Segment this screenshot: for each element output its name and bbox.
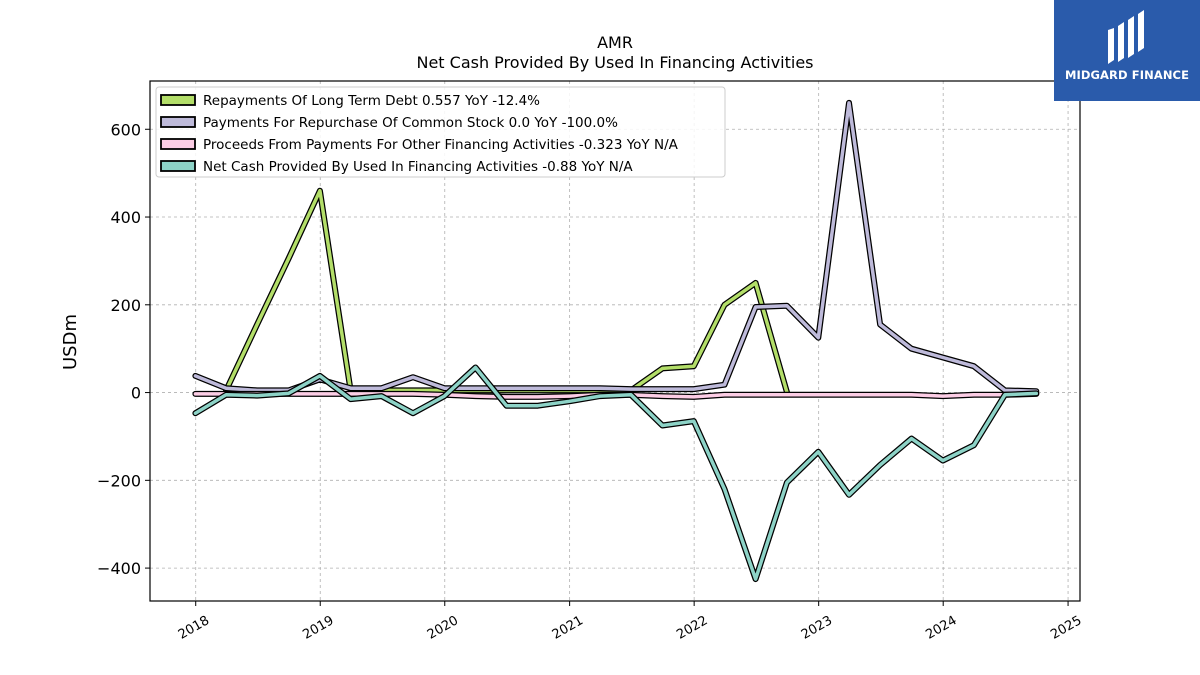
legend-label-3: Proceeds From Payments For Other Financi… — [203, 137, 679, 153]
x-tick-label: 2021 — [550, 613, 586, 643]
chart-title: AMR — [597, 33, 633, 52]
y-tick-label: 0 — [131, 384, 141, 403]
legend: Repayments Of Long Term Debt 0.557 YoY -… — [155, 86, 726, 178]
brand-logo: MIDGARD FINANCE — [1054, 0, 1200, 101]
x-tick-label: 2025 — [1048, 613, 1084, 643]
legend-label-2: Payments For Repurchase Of Common Stock … — [203, 115, 618, 131]
legend-swatch-2 — [160, 116, 196, 128]
chart-subtitle: Net Cash Provided By Used In Financing A… — [416, 53, 813, 72]
series-lines — [192, 99, 1040, 583]
y-tick-label: 600 — [110, 120, 141, 139]
x-tick-label: 2024 — [923, 613, 959, 643]
y-tick-label: 200 — [110, 296, 141, 315]
plot-frame — [149, 80, 1081, 602]
series-line-1 — [223, 187, 790, 396]
y-tick-label: −200 — [97, 471, 141, 490]
series-outline — [192, 364, 1040, 583]
y-tick-label: −400 — [97, 559, 141, 578]
legend-label-4: Net Cash Provided By Used In Financing A… — [203, 159, 633, 175]
x-tick-label: 2018 — [176, 613, 212, 643]
legend-swatch-1 — [160, 94, 196, 106]
series-stroke — [193, 365, 1039, 581]
brand-name: MIDGARD FINANCE — [1064, 68, 1190, 82]
series-stroke — [224, 188, 789, 394]
series-line-4 — [192, 364, 1040, 583]
x-tick-label: 2022 — [674, 613, 710, 643]
y-tick-label: 400 — [110, 208, 141, 227]
x-tick-label: 2020 — [425, 613, 461, 643]
legend-swatch-4 — [160, 160, 196, 172]
series-outline — [223, 187, 790, 396]
x-tick-label: 2019 — [300, 613, 336, 643]
axis-ticks: −400 −200 0 200 400 600 2018 2019 2020 2021 2022 20… — [97, 120, 1084, 642]
legend-box — [155, 86, 726, 178]
y-axis-label: USDm — [60, 314, 81, 370]
x-tick-label: 2023 — [799, 613, 835, 643]
legend-swatch-3 — [160, 138, 196, 150]
midgard-logo-icon — [1108, 10, 1144, 64]
legend-label-1: Repayments Of Long Term Debt 0.557 YoY -… — [203, 93, 540, 109]
